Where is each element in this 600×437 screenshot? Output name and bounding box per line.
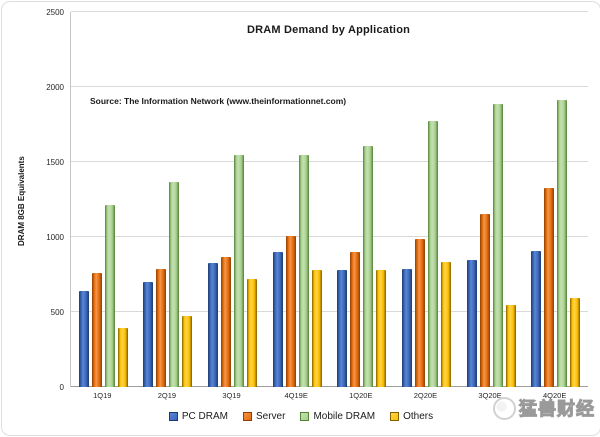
y-tick-label: 500 — [50, 308, 64, 317]
bar-mobile-dram — [298, 154, 309, 387]
x-axis-label-4q19e: 4Q19E — [284, 391, 308, 400]
bar-others — [440, 261, 451, 387]
bar-pc-dram — [401, 268, 412, 387]
x-axis-label-4q20e: 4Q20E — [543, 391, 567, 400]
bar-server — [479, 213, 490, 387]
bar-server — [544, 187, 555, 387]
bar-server — [156, 268, 167, 387]
y-tick-label: 0 — [59, 383, 64, 392]
bar-server — [285, 235, 296, 387]
legend-label: Mobile DRAM — [313, 410, 376, 422]
y-tick-label: 1000 — [46, 233, 64, 242]
bar-group-4q19e — [265, 12, 330, 387]
legend-swatch — [300, 411, 310, 421]
bar-server — [221, 256, 232, 387]
chart-title: DRAM Demand by Application — [246, 24, 411, 36]
x-axis-label-2q19: 2Q19 — [157, 391, 177, 400]
legend-swatch — [242, 411, 252, 421]
legend-item-pc-dram: PC DRAM — [168, 410, 228, 422]
bar-others — [117, 327, 128, 387]
legend-swatch — [168, 411, 178, 421]
bar-others — [570, 297, 581, 387]
bar-mobile-dram — [557, 99, 568, 387]
gridline-0 — [71, 386, 588, 387]
x-axis-label-3q20e: 3Q20E — [478, 391, 502, 400]
bar-group-1q19 — [71, 12, 136, 387]
bar-group-3q19 — [200, 12, 265, 387]
x-axis-label-3q19: 3Q19 — [222, 391, 241, 400]
legend-label: PC DRAM — [181, 410, 228, 422]
x-axis-labels: 1Q19 2Q19 3Q19 4Q19E 1Q20E 2Q20E 3Q20E 4Q20E — [70, 391, 587, 403]
bar-mobile-dram — [363, 146, 374, 387]
y-axis-ticks: 0 500 1000 1500 2000 2500 — [2, 8, 64, 392]
bar-mobile-dram — [427, 120, 438, 387]
bar-mobile-dram — [234, 155, 245, 387]
gridline-2500 — [71, 11, 588, 12]
bar-pc-dram — [143, 282, 154, 387]
legend-item-mobile-dram: Mobile DRAM — [300, 411, 375, 422]
bar-group-2q19 — [136, 12, 201, 387]
bar-mobile-dram — [104, 204, 115, 387]
bar-others — [182, 315, 193, 387]
bar-pc-dram — [466, 259, 477, 387]
legend-label: Server — [255, 410, 286, 422]
bar-pc-dram — [531, 251, 542, 387]
x-axis-label-1q19: 1Q19 — [93, 391, 112, 400]
bar-pc-dram — [78, 291, 89, 387]
gridline-500 — [71, 311, 588, 312]
legend: PC DRAM Server Mobile DRAM Others — [2, 408, 600, 424]
gridline-1500 — [71, 161, 588, 162]
x-axis-label-1q20e: 1Q20E — [349, 391, 373, 400]
bar-group-2q20e — [394, 12, 459, 387]
bar-mobile-dram — [492, 103, 503, 387]
gridline-2000 — [71, 86, 588, 87]
bar-group-1q20e — [330, 12, 395, 387]
bar-pc-dram — [272, 252, 283, 387]
bar-others — [505, 305, 516, 387]
y-tick-label: 2000 — [46, 83, 64, 92]
legend-item-others: Others — [390, 411, 433, 422]
y-tick-label: 1500 — [46, 158, 64, 167]
legend-item-server: Server — [242, 410, 286, 422]
legend-label: Others — [403, 410, 434, 422]
bar-group-4q20e — [523, 12, 588, 387]
bar-mobile-dram — [169, 181, 180, 387]
bar-server — [350, 252, 361, 387]
legend-swatch — [390, 411, 400, 421]
bar-others — [311, 270, 322, 387]
bar-pc-dram — [337, 270, 348, 387]
x-axis-label-2q20e: 2Q20E — [413, 391, 438, 400]
bar-server — [414, 239, 425, 387]
bar-server — [91, 273, 102, 387]
bar-others — [376, 270, 387, 387]
bar-pc-dram — [208, 262, 219, 387]
bar-group-3q20e — [459, 12, 524, 387]
plot-area — [70, 11, 588, 387]
gridline-1000 — [71, 236, 588, 237]
y-tick-label: 2500 — [46, 8, 64, 17]
source-note: Source: The Information Network (www.the… — [90, 96, 347, 106]
bar-others — [247, 279, 258, 387]
